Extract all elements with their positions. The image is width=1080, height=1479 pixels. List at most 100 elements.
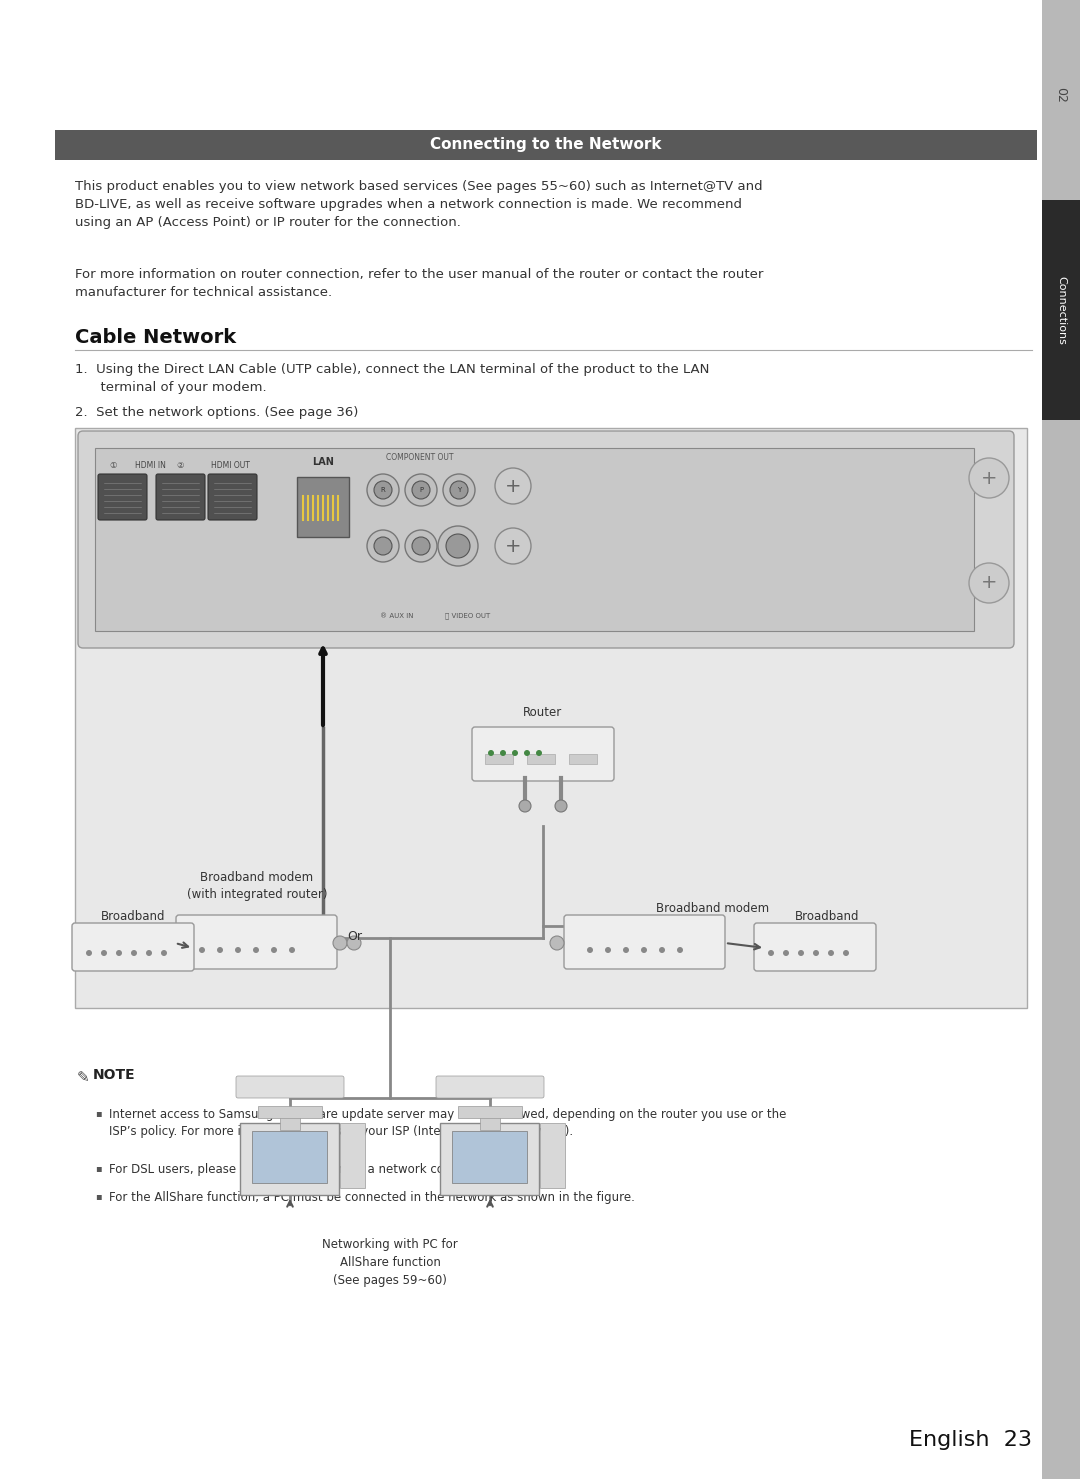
Circle shape [367, 529, 399, 562]
Bar [569, 754, 597, 765]
Bar [485, 754, 513, 765]
Circle shape [131, 950, 137, 955]
Text: 1.  Using the Direct LAN Cable (UTP cable), connect the LAN terminal of the prod: 1. Using the Direct LAN Cable (UTP cable… [75, 362, 710, 393]
Circle shape [969, 563, 1009, 603]
Circle shape [519, 800, 531, 812]
Text: Connecting to the Network: Connecting to the Network [430, 138, 662, 152]
Text: Or: Or [348, 929, 363, 942]
Circle shape [488, 750, 494, 756]
Text: Cable Network: Cable Network [75, 328, 237, 348]
Text: ②: ② [176, 461, 184, 470]
FancyBboxPatch shape [176, 916, 337, 969]
FancyBboxPatch shape [156, 473, 205, 521]
Text: COMPONENT OUT: COMPONENT OUT [387, 454, 454, 463]
Circle shape [217, 947, 222, 952]
Text: Y: Y [457, 487, 461, 493]
Bar [340, 1123, 365, 1188]
Text: ▪: ▪ [95, 1191, 102, 1201]
Text: HDMI IN: HDMI IN [135, 461, 165, 470]
Text: Connections: Connections [1056, 275, 1066, 345]
Circle shape [146, 950, 152, 955]
Text: For more information on router connection, refer to the user manual of the route: For more information on router connectio… [75, 268, 764, 299]
Bar [1042, 200, 1080, 420]
Text: R: R [380, 487, 386, 493]
Circle shape [843, 950, 849, 955]
FancyBboxPatch shape [78, 430, 1014, 648]
Text: LAN: LAN [312, 457, 334, 467]
Circle shape [405, 473, 437, 506]
Bar [1042, 0, 1080, 1479]
Circle shape [271, 947, 276, 952]
FancyBboxPatch shape [98, 473, 147, 521]
Bar [55, 130, 1037, 160]
Bar [527, 754, 555, 765]
Circle shape [347, 936, 361, 950]
Circle shape [86, 950, 92, 955]
Bar [252, 1131, 327, 1183]
FancyBboxPatch shape [564, 916, 725, 969]
Text: Broadband
service: Broadband service [795, 910, 860, 941]
Circle shape [446, 534, 470, 558]
Circle shape [783, 950, 789, 955]
Circle shape [550, 936, 564, 950]
Text: ▪: ▪ [95, 1162, 102, 1173]
Circle shape [969, 458, 1009, 498]
Text: +: + [504, 476, 522, 495]
Text: For the AllShare function, a PC must be connected in the network as shown in the: For the AllShare function, a PC must be … [109, 1191, 635, 1204]
Text: Broadband
service: Broadband service [100, 910, 165, 941]
FancyBboxPatch shape [472, 728, 615, 781]
Bar [258, 1106, 322, 1118]
FancyBboxPatch shape [436, 1077, 544, 1097]
Bar [458, 1106, 522, 1118]
Circle shape [768, 950, 774, 955]
Circle shape [813, 950, 819, 955]
Text: Internet access to Samsung’s software update server may not be allowed, dependin: Internet access to Samsung’s software up… [109, 1108, 786, 1137]
Text: For DSL users, please use a router to make a network connection.: For DSL users, please use a router to ma… [109, 1162, 499, 1176]
Circle shape [659, 947, 665, 952]
Text: ▪: ▪ [95, 1108, 102, 1118]
Text: Networking with PC for
AllShare function
(See pages 59~60): Networking with PC for AllShare function… [322, 1238, 458, 1287]
Circle shape [235, 947, 241, 952]
Text: Ⓛ VIDEO OUT: Ⓛ VIDEO OUT [445, 612, 490, 620]
Circle shape [555, 800, 567, 812]
Bar [75, 427, 1027, 1009]
FancyBboxPatch shape [237, 1077, 345, 1097]
FancyBboxPatch shape [754, 923, 876, 972]
Text: HDMI OUT: HDMI OUT [211, 461, 249, 470]
FancyBboxPatch shape [440, 1123, 539, 1195]
Circle shape [495, 467, 531, 504]
Text: +: + [504, 537, 522, 556]
Circle shape [623, 947, 629, 952]
Circle shape [102, 950, 107, 955]
Circle shape [798, 950, 804, 955]
Circle shape [116, 950, 122, 955]
Text: Broadband modem
(with integrated router): Broadband modem (with integrated router) [187, 871, 327, 901]
Circle shape [253, 947, 259, 952]
Text: 02: 02 [1054, 87, 1067, 104]
Text: ①: ① [109, 461, 117, 470]
Circle shape [367, 473, 399, 506]
Text: Broadband modem: Broadband modem [657, 902, 770, 914]
Circle shape [495, 528, 531, 563]
Text: 2.  Set the network options. (See page 36): 2. Set the network options. (See page 36… [75, 407, 359, 419]
FancyBboxPatch shape [72, 923, 194, 972]
Circle shape [333, 936, 347, 950]
Circle shape [500, 750, 507, 756]
Text: NOTE: NOTE [93, 1068, 136, 1083]
Circle shape [642, 947, 647, 952]
Text: Router: Router [524, 707, 563, 719]
Circle shape [161, 950, 167, 955]
Circle shape [536, 750, 542, 756]
Circle shape [512, 750, 518, 756]
Circle shape [443, 473, 475, 506]
Circle shape [450, 481, 468, 498]
FancyBboxPatch shape [208, 473, 257, 521]
Circle shape [588, 947, 593, 952]
Bar [280, 1112, 300, 1130]
Text: +: + [981, 574, 997, 593]
Circle shape [289, 947, 295, 952]
Bar [480, 1112, 500, 1130]
Circle shape [677, 947, 683, 952]
Bar [453, 1131, 527, 1183]
Text: English  23: English 23 [909, 1430, 1032, 1449]
